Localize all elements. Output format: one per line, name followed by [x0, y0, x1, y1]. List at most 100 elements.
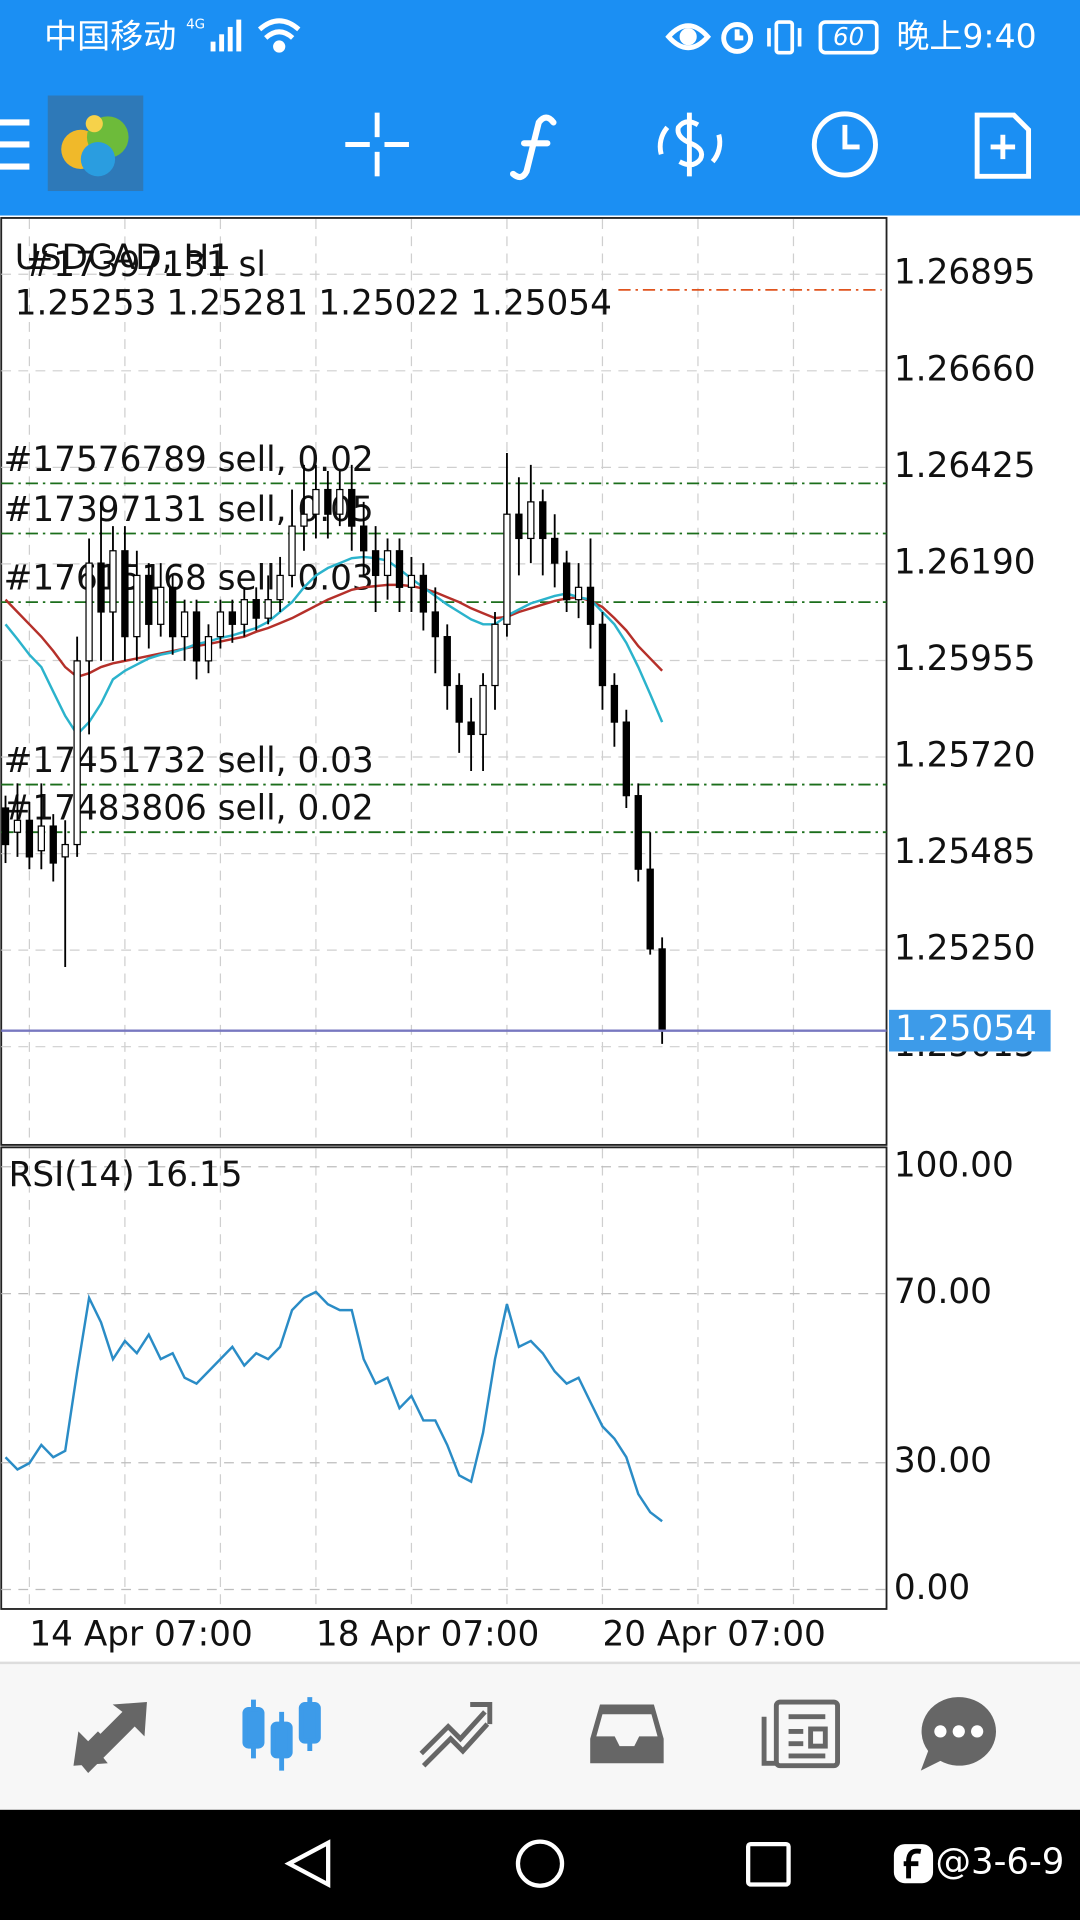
candle-body: [634, 795, 642, 870]
news-tab-part[interactable]: [808, 1726, 828, 1749]
chat-tab-part[interactable]: [934, 1725, 947, 1738]
trade-tab-part[interactable]: [421, 1722, 490, 1768]
candle-body: [479, 684, 487, 736]
chat-tab-part[interactable]: [952, 1725, 965, 1738]
rsi-chart-frame: [0, 1146, 888, 1610]
signal-icon-part: [210, 41, 216, 52]
history-tab-part[interactable]: [590, 1704, 664, 1764]
alarm-icon-part: [734, 29, 744, 41]
candle-body: [192, 611, 201, 662]
candle-body: [491, 623, 499, 687]
watermark: @3-6-9: [936, 1842, 1065, 1883]
ohlc-value: 1.25054: [470, 283, 612, 323]
candle-body: [216, 611, 225, 638]
candle-body: [455, 684, 463, 723]
trade-button[interactable]: [657, 112, 723, 177]
battery-icon: [818, 20, 879, 55]
back-button[interactable]: [284, 1839, 331, 1889]
plot-layer: 1.26895 1.26660 1.26425 1.26190 1.25955 1.257…: [1, 245, 1051, 1654]
news-tab-part[interactable]: [773, 1699, 840, 1769]
candle-body: [431, 611, 439, 638]
moving-average-line: [4, 583, 664, 679]
watermark-icon-part: [903, 1848, 922, 1879]
new-order-button-part[interactable]: [990, 134, 1016, 160]
eye-icon: [665, 23, 712, 51]
news-tab[interactable]: [761, 1699, 840, 1769]
history-tab[interactable]: [590, 1704, 664, 1764]
wifi-icon-part: [264, 29, 295, 40]
periods-button-part[interactable]: [842, 124, 860, 150]
chart-tab-part[interactable]: [242, 1706, 265, 1749]
y-tick-label: 1.26895: [894, 253, 1036, 293]
vibrate-icon-part: [767, 28, 802, 47]
candle-body: [515, 513, 523, 540]
battery-level: 60: [833, 22, 864, 51]
app-logo[interactable]: [47, 95, 144, 192]
candle-body: [300, 513, 308, 527]
network-type: 4G: [186, 17, 205, 32]
trade-tab-part[interactable]: [419, 1710, 487, 1756]
candle-body: [276, 574, 284, 601]
candle-body: [109, 550, 117, 613]
trade-button-part[interactable]: [710, 134, 723, 164]
y-tick-label: 1.25485: [894, 832, 1036, 872]
recents-button[interactable]: [746, 1841, 791, 1887]
candle-body: [252, 599, 260, 619]
candle-body: [25, 819, 34, 858]
y-tick-label: 1.25720: [894, 736, 1036, 776]
candle-body: [574, 586, 583, 601]
x-tick-label: 20 Apr 07:00: [602, 1614, 825, 1654]
indicators-button[interactable]: [510, 114, 557, 181]
chart-tab[interactable]: [242, 1697, 321, 1771]
clock: 晚上9:40: [896, 16, 1036, 55]
signal-icon: [210, 19, 242, 52]
candle-body: [1, 807, 10, 846]
indicators-button-part[interactable]: [510, 114, 557, 181]
candle-body: [168, 586, 177, 638]
candle-body: [312, 488, 320, 515]
news-tab-part[interactable]: [761, 1716, 777, 1766]
periods-button-part[interactable]: [811, 111, 878, 178]
grid-layer: [1, 219, 887, 1608]
trade-button-part[interactable]: [657, 125, 670, 155]
crosshair-button[interactable]: [345, 112, 409, 177]
signal-icon-part: [219, 34, 225, 52]
app-logo-part[interactable]: [80, 142, 116, 177]
trade-tab-part[interactable]: [470, 1702, 493, 1725]
periods-button[interactable]: [811, 111, 878, 178]
home-button[interactable]: [515, 1839, 565, 1888]
wifi-icon: [257, 18, 301, 53]
y-tick-label: 1.26660: [894, 349, 1036, 389]
y-tick-label: 1.26190: [894, 542, 1036, 582]
candle-body: [37, 825, 46, 852]
candle-body: [157, 586, 165, 625]
rsi-line: [4, 1290, 663, 1523]
vibrate-icon: [767, 20, 802, 55]
quotes-tab[interactable]: [73, 1702, 147, 1774]
trade-tab[interactable]: [419, 1702, 493, 1768]
menu-button[interactable]: [0, 119, 30, 170]
candle-body: [622, 721, 630, 797]
rsi-value: 16.15: [144, 1155, 242, 1195]
app-logo-part[interactable]: [85, 115, 103, 133]
chart-tab-part[interactable]: [298, 1702, 321, 1744]
chat-tab-part[interactable]: [971, 1725, 984, 1738]
candle-body: [348, 488, 356, 527]
quotes-tab-part[interactable]: [73, 1731, 108, 1766]
chat-tab[interactable]: [920, 1697, 996, 1771]
rsi-title: RSI(14): [9, 1155, 135, 1195]
new-order-button[interactable]: [974, 112, 1032, 179]
candle-body: [610, 684, 619, 723]
ohlc-value: 1.25281: [167, 283, 309, 323]
bottom-nav: [0, 1662, 1080, 1810]
candle-body: [383, 550, 392, 577]
news-tab-part[interactable]: [788, 1714, 826, 1759]
y-tick-label: 0.00: [894, 1568, 970, 1608]
moving-average-line: [4, 555, 664, 737]
new-order-button-part[interactable]: [974, 112, 1032, 179]
candle-body: [467, 721, 475, 736]
candle-body: [49, 825, 57, 864]
eye-icon-part: [679, 28, 697, 46]
candle-body: [562, 562, 571, 601]
chart-tab-part[interactable]: [270, 1721, 293, 1759]
